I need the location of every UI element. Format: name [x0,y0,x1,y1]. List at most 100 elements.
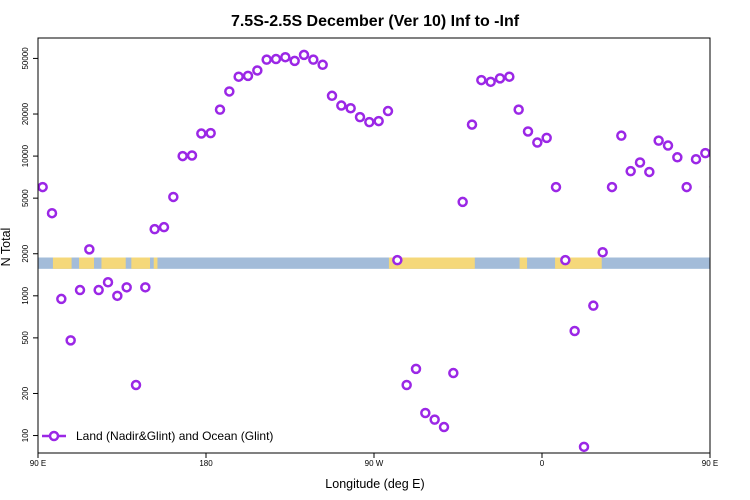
data-point [46,207,58,219]
data-point [289,55,300,67]
data-point [280,51,291,63]
data-point [681,181,692,193]
data-point [196,128,207,139]
x-tick-label: 0 [540,459,545,468]
data-point [485,76,496,88]
y-axis-label: N Total [0,228,13,267]
data-point [261,54,272,65]
data-point [662,140,674,151]
data-point [158,221,170,233]
data-point [102,277,114,288]
x-tick-label: 180 [199,459,213,468]
data-point [308,54,319,65]
chart-title: 7.5S-2.5S December (Ver 10) Inf to -Inf [231,13,520,30]
data-point [382,105,394,117]
y-tick-label: 200 [21,386,30,400]
data-point [644,166,655,178]
data-point [457,196,468,208]
data-point [364,116,375,128]
y-tick-label: 20000 [21,102,30,125]
data-point [653,135,664,146]
legend-marker [48,430,60,442]
plot-area [37,37,711,454]
data-point [38,181,48,193]
data-point [177,150,188,162]
data-point [186,150,198,161]
data-point [84,244,95,255]
data-point [345,102,356,114]
data-point [588,300,599,311]
data-point [317,59,328,71]
data-point [700,147,710,159]
data-point [410,363,422,375]
data-point [336,100,347,111]
data-point [560,254,571,266]
data-point [74,284,86,296]
plot-frame [37,37,711,454]
ocean-band [38,257,710,269]
data-point [476,74,487,86]
data-point [401,379,412,391]
x-tick-label: 90 W [365,459,384,468]
y-axis: 100 200 500 1000 2000 5000 10000 20000 50000 [21,47,38,442]
data-point [532,137,543,148]
y-tick-label: 500 [21,331,30,345]
data-point [65,335,76,346]
plot-inner [38,49,710,453]
land-segment [52,257,72,269]
data-point [140,282,151,293]
data-point [93,284,104,296]
x-tick-label: 90 E [702,459,718,468]
data-point [242,70,254,82]
data-point [56,293,67,305]
data-point [354,111,366,123]
y-tick-label: 5000 [21,189,30,207]
data-point [578,441,590,453]
data-point [168,191,179,203]
y-tick-label: 2000 [21,244,30,262]
data-point [569,325,580,337]
land-segment [79,257,94,269]
data-point [130,379,142,391]
data-point [504,71,515,82]
data-point [298,49,310,61]
data-point [466,119,478,130]
data-point [634,157,646,168]
data-point [420,407,431,419]
x-tick-label: 90 E [30,459,46,468]
data-point [550,181,562,193]
data-point [373,115,384,127]
data-point [214,104,226,115]
y-tick-label: 100 [21,428,30,442]
data-point [224,86,235,97]
data-point [326,90,338,102]
legend-label: Land (Nadir&Glint) and Ocean (Glint) [76,429,273,443]
data-point [233,71,244,82]
data-point [392,254,403,266]
x-axis: 90 E 180 90 W 0 90 E [30,453,718,468]
data-point [205,127,216,139]
data-point [616,130,627,141]
data-point [121,282,132,293]
land-segment [153,257,158,269]
data-point [252,65,263,76]
legend: Land (Nadir&Glint) and Ocean (Glint) [42,429,273,443]
data-point [709,184,710,190]
land-segment [555,257,602,269]
data-point [438,421,450,433]
data-point [690,153,702,165]
data-point [522,126,534,137]
land-segment [388,257,475,269]
land-segment [101,257,126,269]
data-point [429,414,440,425]
x-axis-label: Longitude (deg E) [325,477,424,491]
land-segment [131,257,150,269]
data-point [606,181,618,193]
data-point [625,165,636,177]
data-point [494,73,506,84]
data-point [513,104,524,115]
data-point [448,367,459,379]
data-point [270,53,282,65]
data-point [541,132,552,144]
